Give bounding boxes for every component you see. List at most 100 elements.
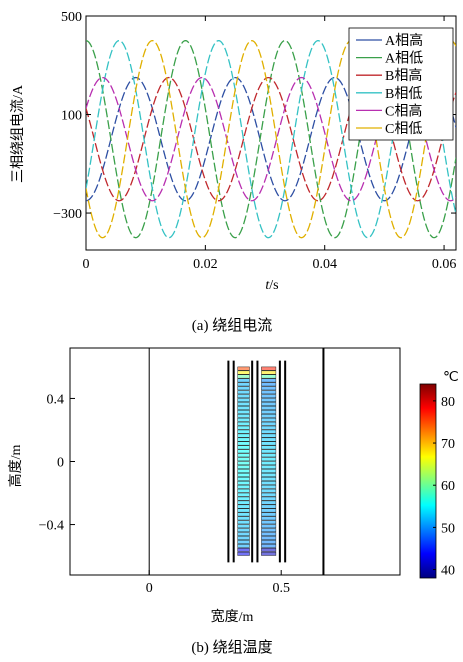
winding-layer	[261, 473, 277, 477]
winding-layer	[261, 437, 277, 442]
temperature-colorbar: ℃ 80 70 60 50 40	[419, 370, 459, 579]
winding-layer	[261, 520, 277, 525]
legend-label-1: A相高	[385, 32, 423, 49]
colorbar-tick-label: 60	[441, 479, 455, 494]
winding-layer	[261, 492, 277, 497]
winding-layer	[261, 544, 277, 548]
winding-layer	[261, 394, 277, 399]
winding-layer	[237, 540, 250, 544]
y-tick-label: −0.4	[39, 519, 64, 534]
winding-layer	[237, 473, 250, 477]
winding-layer	[261, 496, 277, 501]
temperature-y-axis-label: 高度/m	[7, 445, 24, 488]
colorbar-tick-label: 70	[441, 437, 455, 452]
winding-layer	[237, 457, 250, 462]
x-tick-label: 0.04	[312, 257, 337, 272]
winding-layer	[237, 406, 250, 410]
legend-label-4: B相低	[385, 86, 422, 102]
winding-layer	[237, 465, 250, 469]
legend-box	[348, 27, 454, 141]
winding-layer	[237, 449, 250, 454]
winding-layer	[237, 370, 250, 375]
legend-label-5: C相高	[385, 102, 422, 119]
winding-layer	[237, 378, 250, 383]
winding-layer	[237, 496, 250, 501]
winding-layer	[237, 516, 250, 521]
colorbar-unit: ℃	[443, 370, 459, 385]
winding-layer	[261, 374, 277, 379]
current-caption: (a) 绕组电流	[192, 317, 272, 334]
colorbar-tick-label: 80	[441, 395, 455, 410]
winding-layer	[261, 469, 277, 473]
current-x-axis-unit: /s	[269, 278, 278, 293]
winding-layer	[237, 532, 250, 536]
winding-layer	[237, 445, 250, 450]
winding-layer	[237, 536, 250, 540]
winding-layer	[261, 528, 277, 533]
winding-layer	[261, 425, 277, 430]
winding-layer	[237, 524, 250, 529]
winding-layer	[237, 390, 250, 395]
winding-layer	[237, 461, 250, 466]
x-tick-label: 0.02	[193, 257, 218, 272]
winding-layer	[237, 528, 250, 533]
winding-layer	[261, 410, 277, 414]
winding-layer	[237, 414, 250, 418]
legend-label-3: B相高	[385, 67, 422, 84]
temperature-caption: (b) 绕组温度	[191, 639, 272, 656]
winding-layer	[237, 477, 250, 481]
winding-layer	[237, 402, 250, 406]
winding-layer	[237, 417, 250, 422]
winding-layer	[237, 488, 250, 493]
x-tick-label: 0	[83, 257, 90, 272]
winding-layer	[261, 512, 277, 517]
winding-layer	[237, 551, 250, 556]
y-tick-label: 0	[57, 456, 64, 471]
winding-layer	[261, 406, 277, 410]
winding-layer	[261, 386, 277, 391]
winding-layer	[261, 536, 277, 540]
winding-layer	[261, 370, 277, 375]
y-tick-label: −300	[53, 207, 82, 222]
winding-layer	[237, 374, 250, 379]
current-y-axis-label: 三相绕组电流/A	[10, 84, 26, 183]
x-tick-label: 0	[146, 581, 153, 596]
temperature-axis-ticks: 0 0.5 0.4 0 −0.4	[39, 392, 290, 596]
winding-layer	[261, 378, 277, 383]
y-tick-label: 500	[61, 10, 82, 25]
winding-layer	[261, 477, 277, 481]
winding-layer	[237, 544, 250, 548]
winding-layer	[237, 481, 250, 485]
winding-layer	[237, 492, 250, 497]
winding-layer	[261, 457, 277, 462]
current-axis-ticks: 0 0.02 0.04 0.06 500 100 −300	[53, 10, 456, 272]
colorbar-tick-label: 40	[441, 564, 455, 579]
winding-layer	[261, 508, 277, 513]
winding-layer	[237, 394, 250, 399]
winding-layer	[237, 484, 250, 489]
winding-layer	[261, 441, 277, 446]
current-x-axis-label: t/s	[265, 278, 278, 293]
temperature-x-axis-label: 宽度/m	[211, 608, 254, 625]
current-x-axis-symbol: t	[265, 278, 270, 293]
temperature-plot-frame	[69, 347, 401, 576]
winding-geometry	[148, 348, 325, 575]
winding-layer	[261, 504, 277, 509]
winding-layer	[261, 551, 277, 556]
winding-layer	[261, 532, 277, 536]
winding-layer	[237, 437, 250, 442]
x-tick-label: 0.5	[272, 581, 290, 596]
winding-layer	[237, 382, 250, 387]
winding-layer	[237, 421, 250, 426]
colorbar-scale	[419, 383, 437, 579]
winding-layer	[261, 414, 277, 418]
series-line-1	[86, 76, 456, 202]
legend-label-2: A相低	[385, 51, 423, 67]
winding-layer	[237, 386, 250, 391]
winding-layer	[261, 445, 277, 450]
winding-layer	[261, 433, 277, 438]
x-tick-label: 0.06	[432, 257, 457, 272]
winding-layer	[261, 461, 277, 466]
